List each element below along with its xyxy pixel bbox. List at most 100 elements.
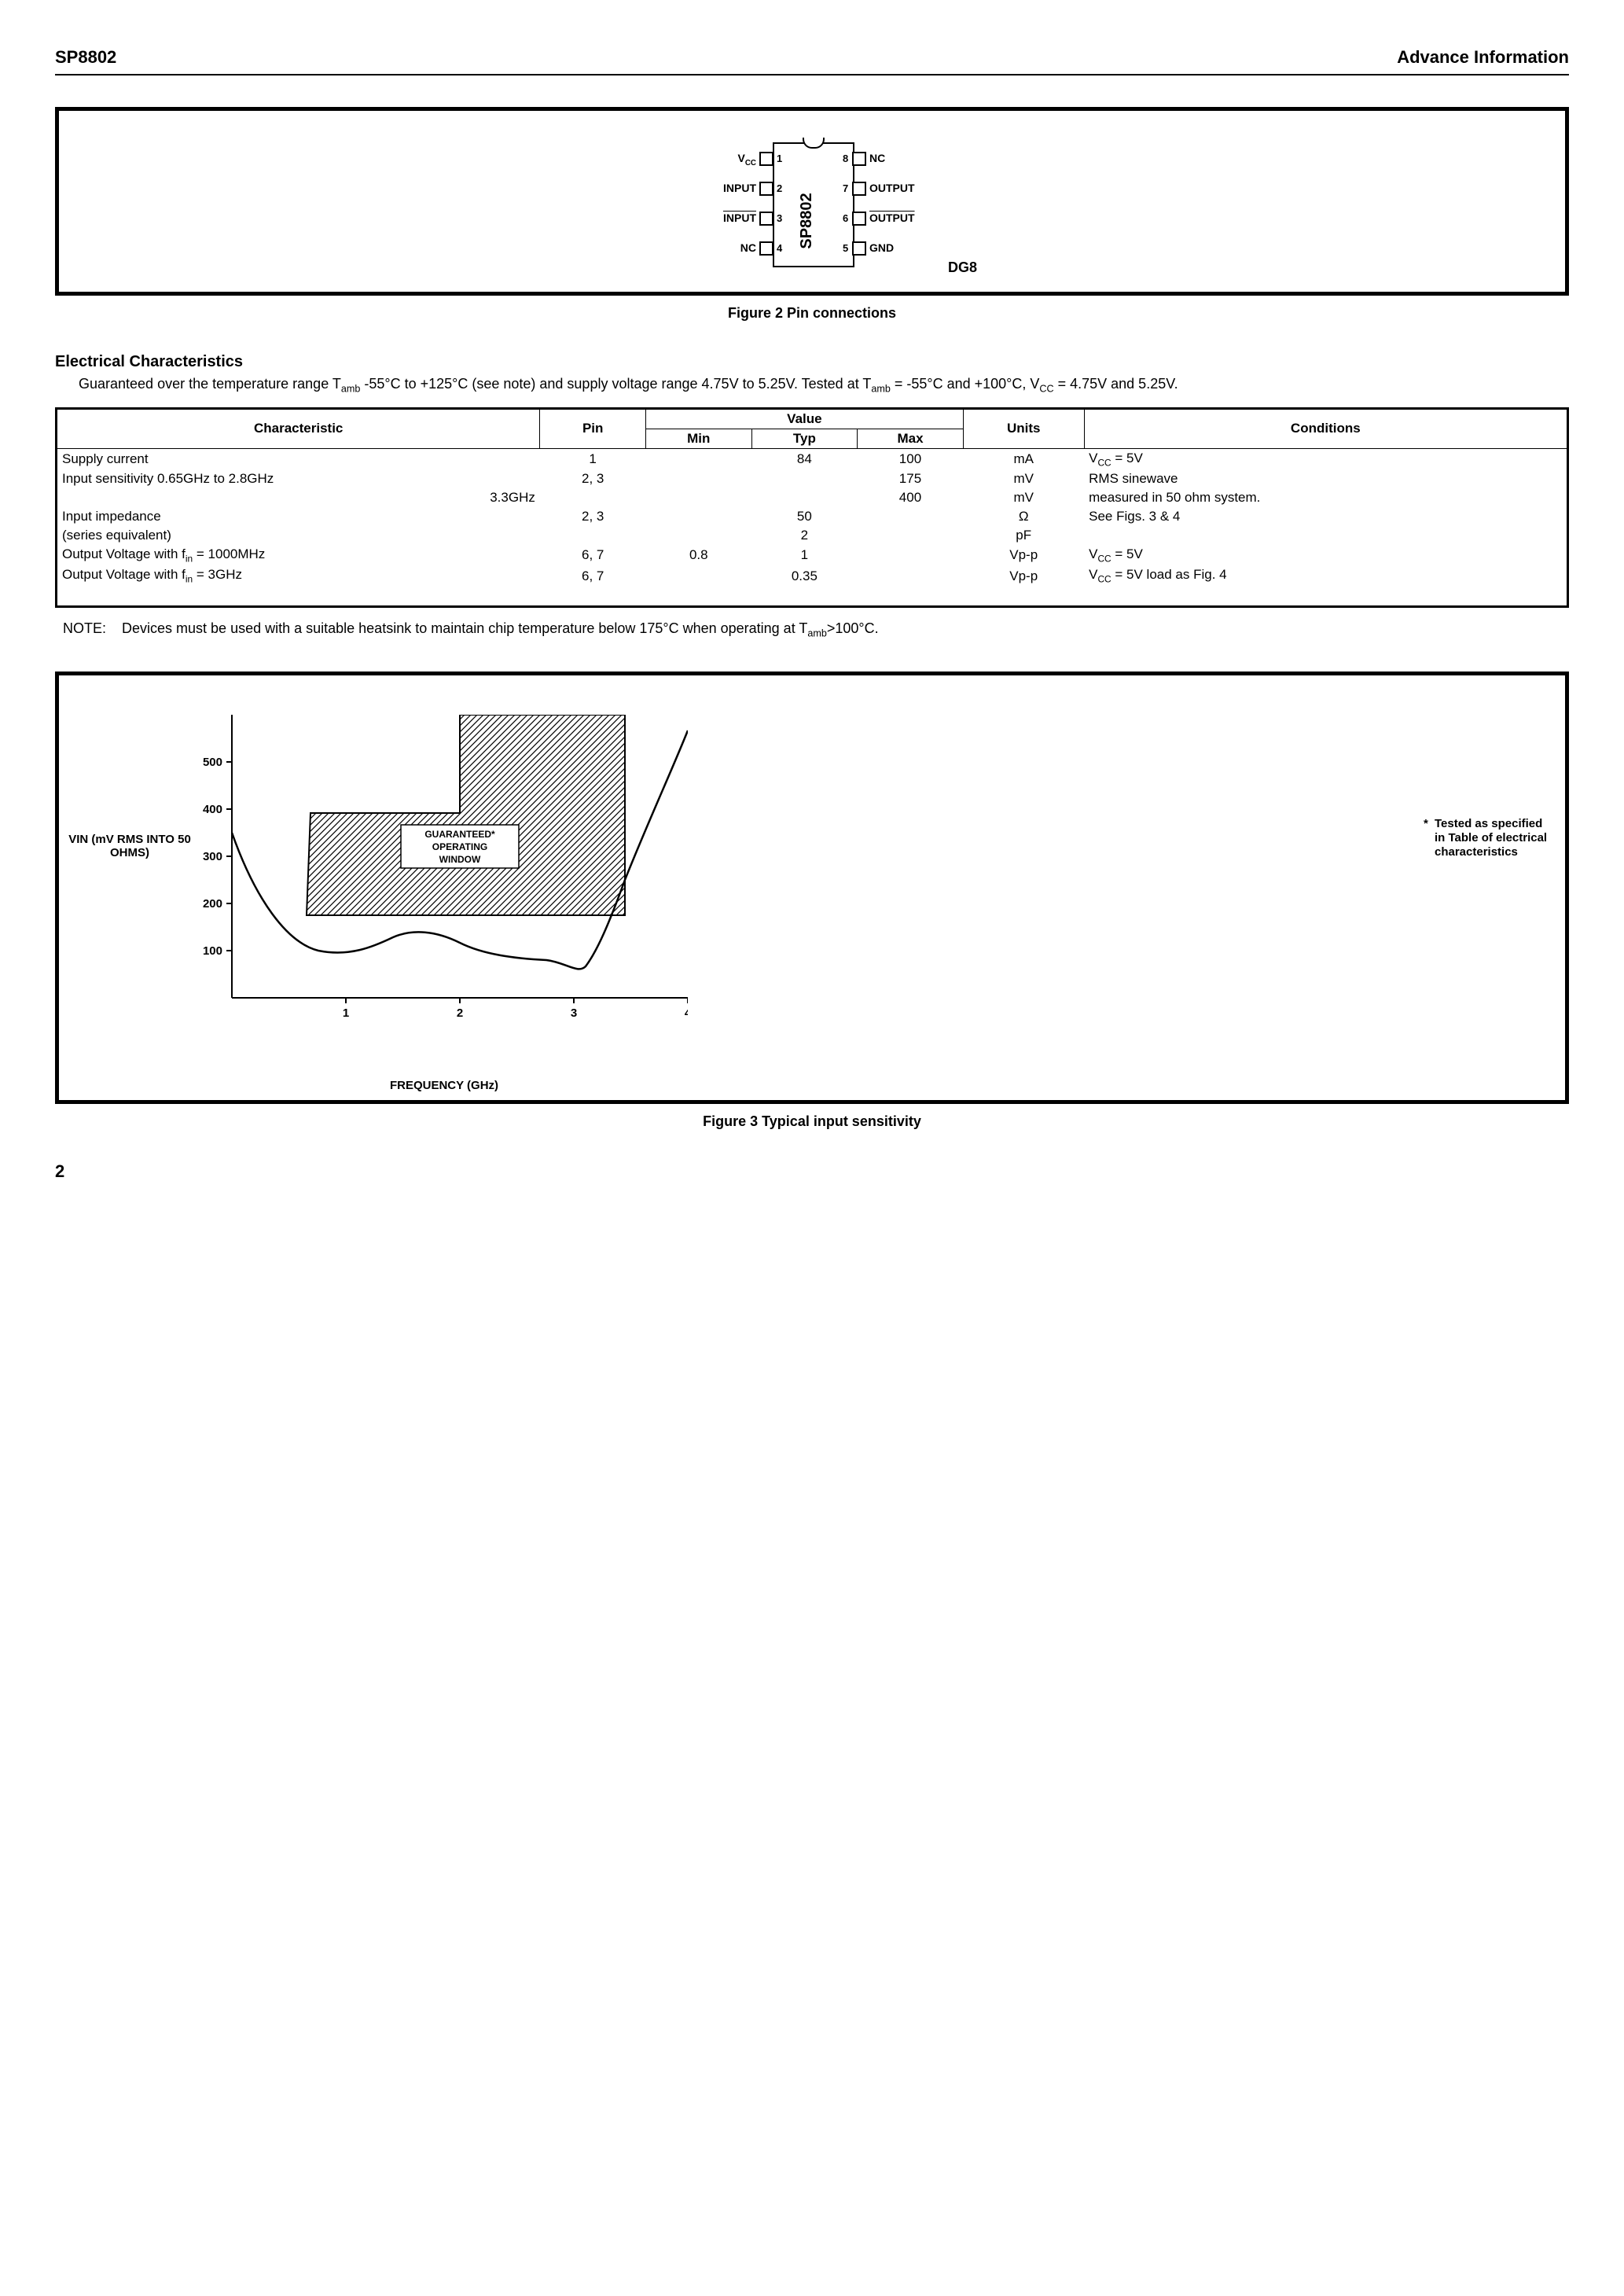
pin-number: 2 — [777, 182, 782, 194]
table-row: 3.3GHz400mVmeasured in 50 ohm system. — [57, 488, 1568, 507]
table-cell: 3.3GHz — [57, 488, 540, 507]
note-block: NOTE: Devices must be used with a suitab… — [55, 619, 1569, 641]
pin-label: NC — [869, 152, 885, 164]
figure-3-box: VIN (mV RMS INTO 50 OHMS) *Tested as spe… — [55, 672, 1569, 1104]
svg-text:GUARANTEED*: GUARANTEED* — [424, 829, 495, 840]
pin-number: 6 — [843, 212, 848, 224]
th-max: Max — [858, 429, 964, 448]
table-cell — [858, 565, 964, 586]
table-row: (series equivalent) 2 pF — [57, 526, 1568, 545]
pin-number: 3 — [777, 212, 782, 224]
svg-text:WINDOW: WINDOW — [439, 854, 481, 865]
table-cell — [858, 526, 964, 545]
table-cell: VCC = 5V load as Fig. 4 — [1084, 565, 1567, 586]
table-cell: Input impedance — [57, 507, 540, 526]
intro-part-c: = -55°C and +100°C, V — [891, 376, 1040, 392]
chart-wrap: VIN (mV RMS INTO 50 OHMS) *Tested as spe… — [67, 699, 1557, 1092]
svg-text:4: 4 — [685, 1006, 688, 1020]
table-cell: mA — [963, 448, 1084, 469]
svg-text:500: 500 — [203, 756, 222, 769]
table-cell: VCC = 5V — [1084, 448, 1567, 469]
table-cell: 2 — [751, 526, 858, 545]
table-cell: 50 — [751, 507, 858, 526]
table-cell — [858, 545, 964, 565]
table-cell: measured in 50 ohm system. — [1084, 488, 1567, 507]
pin-number: 1 — [777, 153, 782, 164]
table-cell: 6, 7 — [540, 545, 646, 565]
table-cell: RMS sinewave — [1084, 469, 1567, 488]
table-row: Input impedance2, 350ΩSee Figs. 3 & 4 — [57, 507, 1568, 526]
page-number: 2 — [55, 1161, 1569, 1182]
elec-intro: Guaranteed over the temperature range Ta… — [79, 374, 1569, 396]
table-cell: VCC = 5V — [1084, 545, 1567, 565]
table-cell: Vp-p — [963, 545, 1084, 565]
pin-box — [759, 152, 773, 166]
figure-2-box: SP8802 DG8 1VCC2INPUT3INPUT4NC8NC7OUTPUT… — [55, 107, 1569, 296]
table-cell: 84 — [751, 448, 858, 469]
svg-text:200: 200 — [203, 897, 222, 911]
svg-text:300: 300 — [203, 850, 222, 863]
chart-svg: 1002003004005001234GUARANTEED*OPERATINGW… — [200, 715, 688, 1061]
table-row: Output Voltage with fin = 3GHz6, 7 0.35 Vp… — [57, 565, 1568, 586]
table-cell: 2, 3 — [540, 507, 646, 526]
table-cell — [540, 488, 646, 507]
elec-heading: Electrical Characteristics — [55, 353, 1569, 371]
table-cell: 2, 3 — [540, 469, 646, 488]
table-cell — [645, 469, 751, 488]
table-cell: 400 — [858, 488, 964, 507]
th-cond: Conditions — [1084, 408, 1567, 448]
table-cell: Vp-p — [963, 565, 1084, 586]
svg-text:2: 2 — [457, 1006, 463, 1020]
chart-y-label: VIN (mV RMS INTO 50 OHMS) — [67, 833, 193, 859]
svg-text:3: 3 — [571, 1006, 577, 1020]
table-cell: Output Voltage with fin = 3GHz — [57, 565, 540, 586]
pin-label: VCC — [738, 152, 757, 167]
th-typ: Typ — [751, 429, 858, 448]
table-cell — [540, 526, 646, 545]
intro-part-b: -55°C to +125°C (see note) and supply vo… — [360, 376, 871, 392]
pin-label: GND — [869, 241, 894, 254]
intro-part-a: Guaranteed over the temperature range T — [79, 376, 341, 392]
pin-number: 4 — [777, 242, 782, 254]
th-value: Value — [645, 408, 963, 429]
header-right: Advance Information — [1397, 47, 1569, 68]
table-cell — [858, 507, 964, 526]
note-body-a: Devices must be used with a suitable hea… — [122, 620, 807, 636]
note-body: Devices must be used with a suitable hea… — [122, 619, 1557, 641]
table-row: Output Voltage with fin = 1000MHz6, 70.8… — [57, 545, 1568, 565]
chart-annotation-text: Tested as specified in Table of electric… — [1435, 817, 1552, 859]
figure-2-caption: Figure 2 Pin connections — [55, 305, 1569, 322]
table-cell: 6, 7 — [540, 565, 646, 586]
intro-part-d: = 4.75V and 5.25V. — [1054, 376, 1178, 392]
chart-annotation: *Tested as specified in Table of electri… — [1424, 817, 1557, 859]
pin-label: INPUT — [723, 182, 756, 194]
table-cell — [645, 526, 751, 545]
pin-box — [852, 241, 866, 256]
note-label: NOTE: — [63, 619, 118, 638]
pin-label: OUTPUT — [869, 182, 915, 194]
chart-x-label: FREQUENCY (GHz) — [200, 1079, 688, 1092]
th-char: Characteristic — [57, 408, 540, 448]
pin-number: 5 — [843, 242, 848, 254]
pin-box — [852, 182, 866, 196]
table-cell — [645, 565, 751, 586]
chip-label: SP8802 — [798, 182, 816, 260]
table-cell: 175 — [858, 469, 964, 488]
pin-box — [759, 241, 773, 256]
package-label: DG8 — [948, 259, 977, 276]
th-min: Min — [645, 429, 751, 448]
pin-box — [759, 182, 773, 196]
table-cell: Ω — [963, 507, 1084, 526]
table-row: Input sensitivity 0.65GHz to 2.8GHz2, 31… — [57, 469, 1568, 488]
table-cell: pF — [963, 526, 1084, 545]
table-cell: 1 — [751, 545, 858, 565]
pin-label: OUTPUT — [869, 212, 915, 224]
table-cell: (series equivalent) — [57, 526, 540, 545]
table-row: Supply current184100mAVCC = 5V — [57, 448, 1568, 469]
page-header: SP8802 Advance Information — [55, 47, 1569, 75]
pin-box — [852, 152, 866, 166]
pin-box — [759, 212, 773, 226]
table-cell: 0.35 — [751, 565, 858, 586]
table-cell — [645, 448, 751, 469]
pin-number: 8 — [843, 153, 848, 164]
